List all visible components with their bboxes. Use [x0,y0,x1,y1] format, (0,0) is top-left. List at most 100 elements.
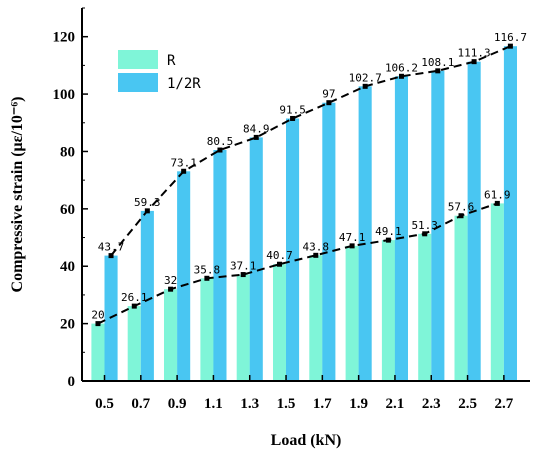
bar-series1-2 [177,171,191,381]
legend: R 1/2R [118,50,201,92]
bar-series0-7 [345,245,359,381]
y-tick-label: 120 [53,30,76,46]
data-label-series0-1: 26.1 [121,291,148,304]
marker-series0-2 [168,286,174,292]
data-label-series1-0: 43.7 [98,241,125,254]
bar-series1-6 [322,102,336,381]
bar-series0-9 [418,233,432,381]
marker-series1-3 [217,147,223,153]
bar-series1-8 [394,76,408,382]
data-label-series1-1: 59.3 [134,196,161,209]
bar-series1-10 [467,61,481,381]
bar-series0-1 [127,306,141,381]
data-label-series1-6: 97 [322,88,335,101]
marker-series1-8 [398,73,404,79]
data-label-series0-5: 40.7 [266,249,293,262]
data-label-series1-10: 111.3 [458,47,491,60]
x-tick-label: 2.1 [386,396,405,412]
marker-series0-5 [276,261,282,267]
marker-series0-0 [95,321,101,327]
legend-label-series0: R [167,53,176,69]
bar-series1-7 [358,86,372,382]
legend-swatch-series1 [118,73,158,92]
marker-series1-11 [507,43,513,49]
marker-series1-4 [253,134,259,140]
bar-series0-0 [91,323,105,381]
bar-series0-4 [236,274,250,381]
bar-series0-3 [200,278,214,381]
bar-series0-8 [381,240,395,381]
axes-layer: 0 20 40 60 80 100 120 0.5 0.7 0.9 1.1 1.3 1.5 1.7 1.9 2… [53,7,530,412]
bars-layer [91,46,517,382]
x-tick-label: 0.9 [168,396,187,412]
marker-series1-10 [471,59,477,65]
y-tick-label: 60 [60,202,75,218]
data-label-series1-7: 102.7 [349,71,382,84]
marker-series0-6 [313,252,319,258]
x-tick-label: 2.7 [495,396,514,412]
data-label-series0-0: 20 [91,309,104,322]
data-label-series1-5: 91.5 [279,104,306,117]
marker-series0-9 [422,231,428,237]
marker-series1-2 [181,168,187,174]
legend-label-series1: 1/2R [167,76,201,92]
y-tick-label: 40 [60,259,75,275]
x-tick-label: 1.1 [204,396,223,412]
trend-lines-layer [95,43,513,327]
data-label-series1-9: 108.1 [421,56,454,69]
y-tick-label: 100 [53,87,76,103]
data-label-series0-10: 57.6 [448,201,475,214]
data-label-series1-4: 84.9 [243,122,270,135]
data-label-series1-11: 116.7 [494,31,527,44]
marker-series1-1 [144,208,150,214]
bar-series0-5 [273,264,287,381]
y-tick-label: 80 [60,144,75,160]
x-axis-title: Load (kN) [271,432,342,449]
marker-series0-4 [240,272,246,278]
legend-swatch-series0 [118,50,158,69]
data-label-series1-8: 106.2 [385,61,418,74]
bar-series1-3 [213,150,227,381]
bar-series0-11 [490,203,504,381]
y-axis-title: Compressive strain (με/10⁻⁶) [9,97,26,293]
bar-series0-2 [164,289,178,381]
y-tick-label: 20 [60,317,75,333]
x-tick-label: 1.3 [240,396,259,412]
data-label-series0-9: 51.3 [411,219,438,232]
data-label-series0-11: 61.9 [484,188,511,201]
y-tick-label: 0 [68,374,76,390]
data-labels-layer: 20 26.1 32 35.8 37.1 40.7 43.8 47.1 49.1 51.3 57.6… [91,31,527,321]
x-tick-label: 0.7 [131,396,150,412]
marker-series0-10 [458,213,464,219]
bar-series1-4 [249,137,263,381]
data-label-series1-3: 80.5 [207,135,234,148]
data-label-series0-4: 37.1 [230,260,257,273]
data-label-series0-2: 32 [164,274,177,287]
bar-series0-6 [309,255,323,381]
x-tick-label: 2.3 [422,396,441,412]
x-tick-label: 1.9 [349,396,368,412]
marker-series0-1 [131,303,137,309]
x-tick-label: 1.7 [313,396,332,412]
marker-series1-9 [435,68,441,74]
marker-series0-7 [349,243,355,249]
bar-series1-5 [286,118,300,381]
bar-series1-1 [140,210,154,381]
trend-line-series0 [97,202,498,325]
x-tick-label: 2.5 [458,396,477,412]
data-label-series0-8: 49.1 [375,225,402,238]
marker-series1-0 [108,253,114,259]
marker-series1-5 [290,115,296,121]
marker-series1-7 [362,83,368,89]
bar-series0-10 [454,215,468,381]
data-label-series0-6: 43.8 [303,240,330,253]
data-label-series0-7: 47.1 [339,231,366,244]
marker-series0-11 [494,200,500,206]
bar-series1-11 [503,46,517,381]
marker-series1-6 [326,100,332,106]
data-label-series1-2: 73.1 [170,156,197,169]
data-label-series0-3: 35.8 [194,263,221,276]
bar-series1-9 [431,70,445,382]
trend-line-series1 [110,45,511,257]
